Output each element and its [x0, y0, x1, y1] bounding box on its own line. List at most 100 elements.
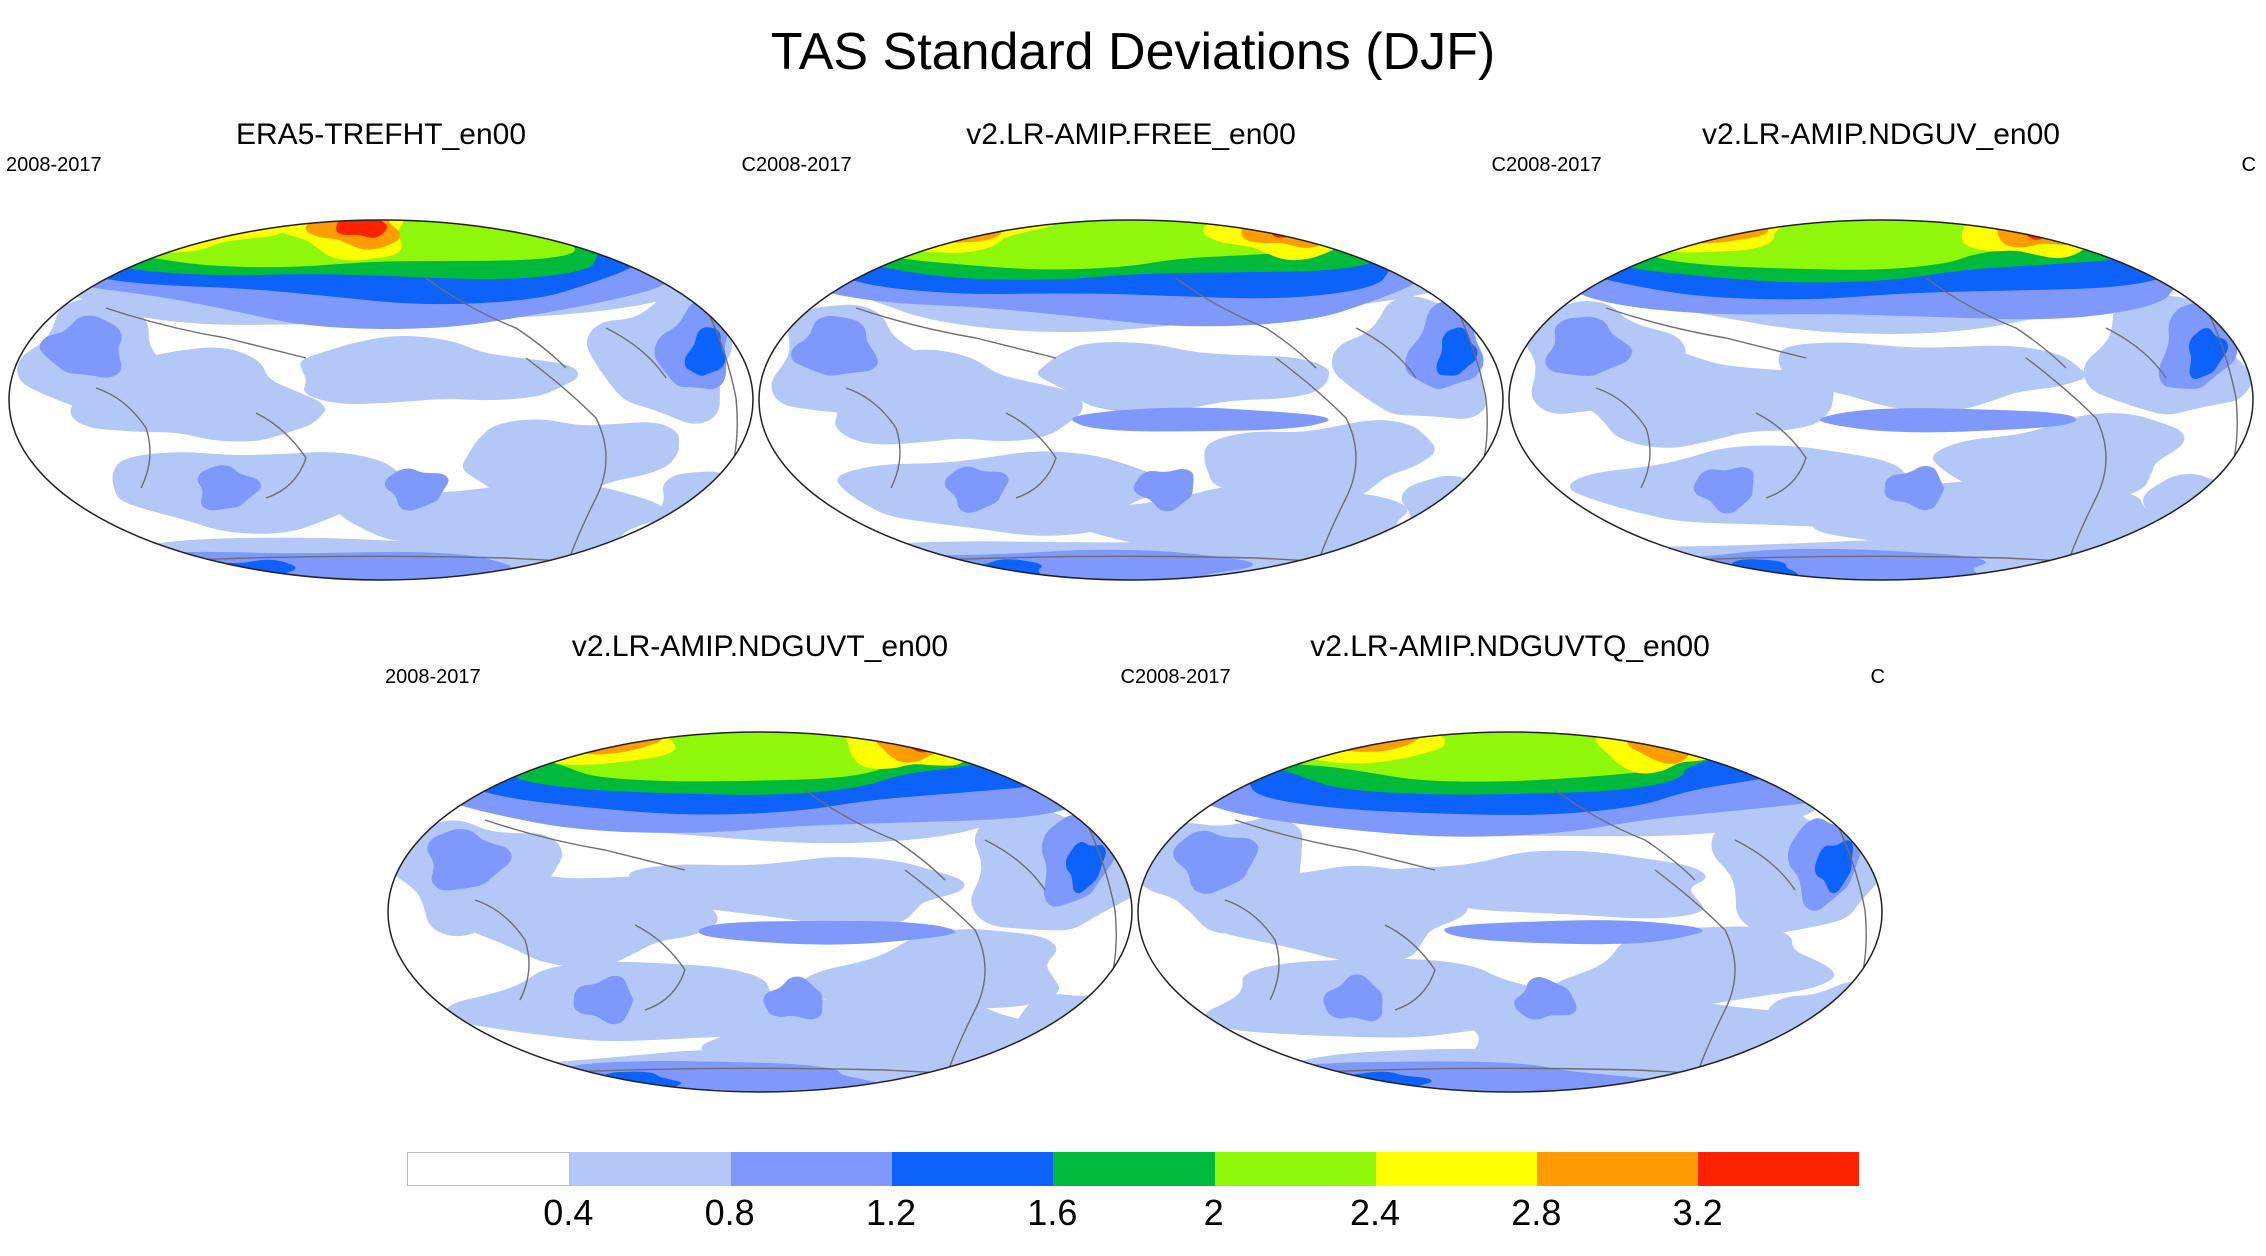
coastline: [855, 307, 1057, 359]
contour-0.4-0.8: [1778, 342, 2090, 411]
panel-title: v2.LR-AMIP.NDGUV_en00: [1702, 118, 2060, 151]
coastline: [904, 869, 986, 1081]
map-panel-free: v2.LR-AMIP.FREE_en00 2008-2017 C: [756, 118, 1506, 618]
colorbar-tick-label: 2: [1203, 1192, 1224, 1233]
coastline: [105, 307, 307, 359]
contour-0.8-1.2: [698, 920, 958, 945]
contour-0.8-1.2: [1884, 466, 1945, 511]
period-label: 2008-2017: [6, 154, 102, 176]
contour-0.4-0.8: [1401, 475, 1503, 548]
map-panel-ndguvt: v2.LR-AMIP.NDGUVT_en00 2008-2017 C: [385, 630, 1135, 1130]
map-panel-era5: ERA5-TREFHT_en00 2008-2017 C: [6, 118, 756, 618]
contour-2.8-3.2: [477, 732, 663, 755]
contour-1.2-1.6: [684, 327, 727, 376]
colorbar-tick-label: 3.2: [1672, 1192, 1723, 1233]
coastline: [1734, 839, 1796, 891]
contour-0.8-1.2: [841, 549, 1254, 580]
contour-2.4-2.8: [1189, 732, 1447, 764]
contour-3.2-plus: [1268, 732, 1378, 747]
contour-0.8-1.2: [1072, 407, 1331, 432]
coastline: [1554, 789, 1696, 881]
coastline: [1234, 819, 1436, 871]
coastline: [605, 327, 667, 379]
map-border: [8, 219, 754, 581]
panel-title: v2.LR-AMIP.FREE_en00: [966, 118, 1296, 151]
contour-0.4-0.8: [1360, 850, 1706, 919]
coastline: [1355, 327, 1417, 379]
coastline: [1654, 869, 1736, 1081]
coastline: [255, 412, 307, 499]
coastline: [525, 357, 607, 569]
colorbar-swatch: [1697, 1152, 1859, 1186]
contour-2.8-3.2: [1241, 220, 1335, 248]
colorbar-tick-label: 1.2: [865, 1192, 917, 1233]
contour-0.8-1.2: [1444, 920, 1704, 945]
contour-0.8-1.2: [944, 466, 1009, 513]
units-label: C: [2241, 154, 2256, 176]
coastline: [1755, 412, 1807, 499]
contour-0.4-0.8: [2143, 474, 2253, 548]
contour-3.2-plus: [1640, 220, 1736, 235]
contour-0.4-0.8: [1932, 413, 2185, 500]
colorbar-swatch: [1214, 1152, 1376, 1186]
period-label: 2008-2017: [756, 154, 852, 176]
contour-0.4-0.8: [112, 452, 414, 534]
map-panel-ndguvtq: v2.LR-AMIP.NDGUVTQ_en00 2008-2017 C: [1135, 630, 1885, 1130]
contour-1.2-1.6: [2188, 328, 2228, 380]
contour-0.8-1.2: [1693, 467, 1754, 514]
map-panel-ndguv: v2.LR-AMIP.NDGUV_en00 2008-2017 C: [1506, 118, 2256, 618]
contour-0.4-0.8: [1548, 926, 1835, 1010]
robinson-map: [387, 731, 1133, 1093]
colorbar-swatch: [407, 1152, 571, 1186]
coastline: [1925, 277, 2067, 369]
contour-0.8-1.2: [1173, 830, 1259, 894]
contour-2.4-2.8: [441, 732, 678, 765]
contour-0.8-1.2: [573, 975, 634, 1025]
colorbar-tick-label: 2.8: [1511, 1192, 1562, 1233]
contour-3.2-plus: [336, 220, 389, 238]
coastline: [484, 819, 686, 871]
contour-0.8-1.2: [384, 468, 449, 511]
coastline: [1224, 899, 1280, 1001]
figure-title: TAS Standard Deviations (DJF): [770, 23, 1496, 81]
contour-0.4-0.8: [1016, 990, 1132, 1065]
period-label: 2008-2017: [1506, 154, 1602, 176]
colorbar-swatch: [731, 1152, 893, 1186]
coastline: [474, 899, 530, 1001]
map-border: [1508, 219, 2254, 581]
units-label: C: [741, 154, 756, 176]
coastline: [845, 387, 901, 489]
contour-0.4-0.8: [300, 335, 582, 404]
coastline: [95, 387, 151, 489]
colorbar-swatch: [892, 1152, 1054, 1186]
contour-2.4-2.8: [1961, 220, 2097, 259]
robinson-map: [758, 219, 1504, 581]
contour-0.8-1.2: [790, 315, 878, 376]
colorbar-tick-label: 0.8: [704, 1192, 755, 1233]
contour-0.8-1.2: [1514, 977, 1577, 1020]
map-border: [1137, 731, 1883, 1093]
colorbar-swatch: [1053, 1152, 1215, 1186]
contour-0.8-1.2: [763, 976, 823, 1020]
contour-0.8-1.2: [1133, 468, 1194, 512]
coastline: [2105, 327, 2167, 379]
period-label: 2008-2017: [1135, 666, 1231, 688]
contour-0.8-1.2: [427, 828, 514, 891]
contour-2-2.4: [1198, 732, 1671, 782]
contour-0.8-1.2: [197, 465, 263, 511]
contour-0.4-0.8: [628, 857, 965, 926]
contour-2.8-3.2: [1233, 732, 1428, 752]
coastline: [1595, 387, 1651, 489]
panel-title: v2.LR-AMIP.NDGUVT_en00: [571, 630, 949, 663]
colorbar-tick-label: 1.6: [1027, 1192, 1078, 1233]
units-label: C: [1120, 666, 1135, 688]
contour-1.2-1.6: [1814, 840, 1853, 894]
coastline: [1005, 412, 1057, 499]
contour-0.4-0.8: [1037, 342, 1330, 413]
contour-3.2-plus: [130, 220, 230, 235]
panel-title: v2.LR-AMIP.NDGUVTQ_en00: [1310, 630, 1710, 663]
coastline: [1605, 307, 1807, 359]
contour-1.2-1.6: [1436, 327, 1478, 376]
units-label: C: [1491, 154, 1506, 176]
contour-2.8-3.2: [1600, 220, 1770, 244]
